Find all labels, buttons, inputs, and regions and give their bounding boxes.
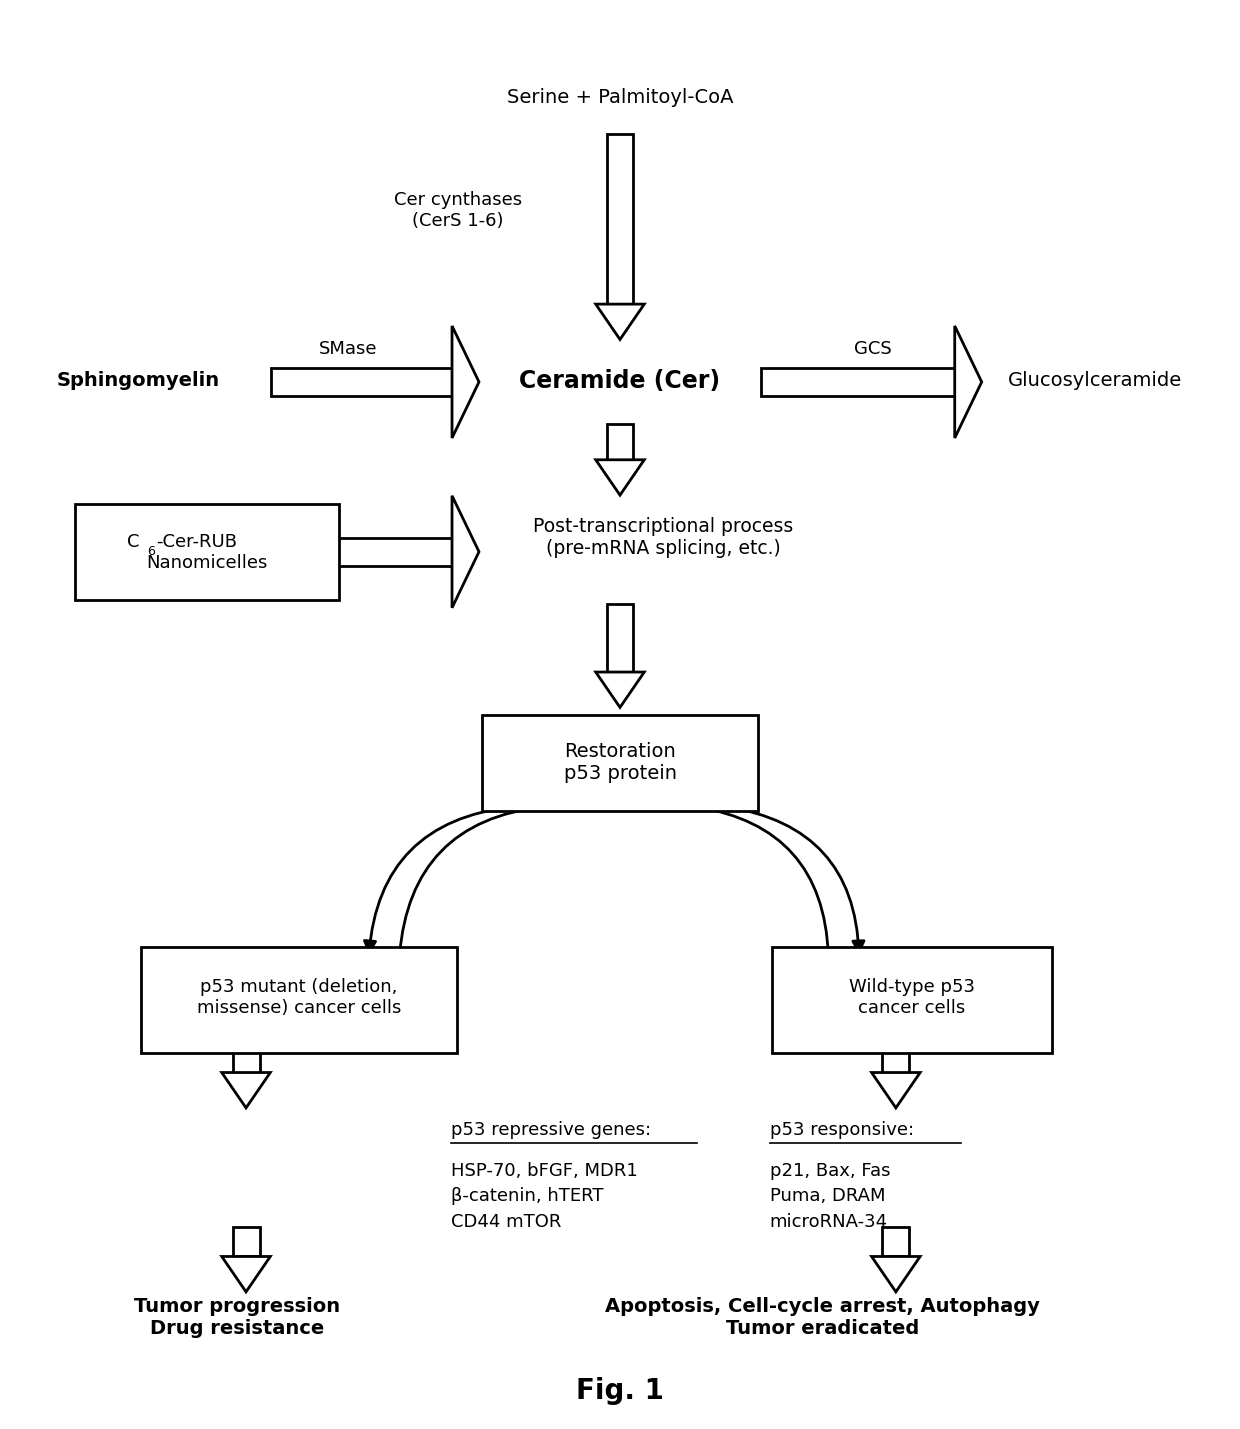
FancyBboxPatch shape [140, 947, 456, 1053]
Polygon shape [606, 424, 634, 460]
Text: Serine + Palmitoyl-CoA: Serine + Palmitoyl-CoA [507, 89, 733, 107]
Text: p21, Bax, Fas: p21, Bax, Fas [770, 1162, 890, 1180]
Polygon shape [595, 460, 645, 496]
Polygon shape [761, 367, 955, 396]
Polygon shape [883, 1043, 909, 1073]
Text: C: C [128, 533, 140, 550]
Polygon shape [872, 1073, 920, 1107]
FancyBboxPatch shape [74, 503, 339, 600]
Text: 6: 6 [146, 546, 155, 559]
Text: β-catenin, hTERT: β-catenin, hTERT [451, 1187, 604, 1205]
Polygon shape [222, 1073, 270, 1107]
Text: Tumor progression
Drug resistance: Tumor progression Drug resistance [134, 1298, 341, 1338]
Text: GCS: GCS [853, 340, 892, 359]
Polygon shape [222, 1256, 270, 1292]
Text: Puma, DRAM: Puma, DRAM [770, 1187, 885, 1205]
FancyArrowPatch shape [727, 807, 864, 952]
Polygon shape [595, 304, 645, 340]
Polygon shape [233, 1226, 259, 1256]
Text: Glucosylceramide: Glucosylceramide [1007, 372, 1182, 390]
FancyArrowPatch shape [365, 807, 513, 952]
Polygon shape [453, 326, 479, 437]
Text: -Cer-RUB: -Cer-RUB [156, 533, 238, 550]
Polygon shape [872, 1256, 920, 1292]
Text: p53 responsive:: p53 responsive: [770, 1120, 914, 1139]
Polygon shape [453, 496, 479, 607]
Polygon shape [883, 1226, 909, 1256]
Text: Restoration
p53 protein: Restoration p53 protein [563, 742, 677, 783]
Text: Apoptosis, Cell-cycle arrest, Autophagy
Tumor eradicated: Apoptosis, Cell-cycle arrest, Autophagy … [605, 1298, 1040, 1338]
Polygon shape [606, 604, 634, 672]
Text: HSP-70, bFGF, MDR1: HSP-70, bFGF, MDR1 [451, 1162, 637, 1180]
Polygon shape [606, 134, 634, 304]
Text: p53 repressive genes:: p53 repressive genes: [451, 1120, 651, 1139]
Text: p53 mutant (deletion,
missense) cancer cells: p53 mutant (deletion, missense) cancer c… [197, 977, 401, 1017]
Text: Wild-type p53
cancer cells: Wild-type p53 cancer cells [849, 977, 975, 1017]
Text: Sphingomyelin: Sphingomyelin [57, 372, 219, 390]
FancyArrowPatch shape [399, 807, 543, 955]
Text: Nanomicelles: Nanomicelles [146, 554, 268, 572]
Text: Ceramide (Cer): Ceramide (Cer) [520, 369, 720, 393]
Text: CD44 mTOR: CD44 mTOR [451, 1213, 562, 1230]
Text: Cer cynthases
(CerS 1-6): Cer cynthases (CerS 1-6) [394, 191, 522, 230]
Polygon shape [955, 326, 982, 437]
Polygon shape [270, 367, 453, 396]
Text: SMase: SMase [319, 340, 377, 359]
Text: Fig. 1: Fig. 1 [577, 1378, 663, 1405]
FancyBboxPatch shape [773, 947, 1052, 1053]
Polygon shape [324, 537, 453, 566]
Text: microRNA-34: microRNA-34 [770, 1213, 888, 1230]
Polygon shape [595, 672, 645, 707]
Text: Post-transcriptional process
(pre-mRNA splicing, etc.): Post-transcriptional process (pre-mRNA s… [533, 517, 794, 559]
Polygon shape [233, 1043, 259, 1073]
FancyBboxPatch shape [482, 714, 758, 810]
FancyArrowPatch shape [697, 807, 828, 955]
